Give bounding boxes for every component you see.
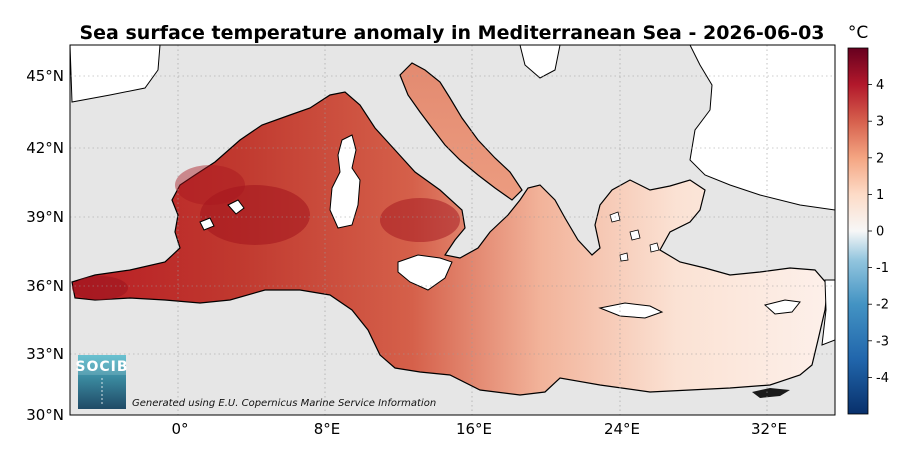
colorbar-tick-label: -2 — [876, 298, 889, 313]
land-levant-coast — [821, 279, 835, 346]
graticule — [70, 45, 835, 415]
socib-logo-text: SOCIB — [75, 359, 128, 375]
colorbar-tick-label: -1 — [876, 261, 889, 276]
lat-tick-label: 30°N — [26, 406, 64, 424]
lat-tick-label: 45°N — [26, 67, 64, 85]
lon-tick-label: 24°E — [604, 420, 640, 438]
land-black-sea-region — [689, 45, 835, 211]
adriatic-sea — [399, 62, 523, 201]
land-east-top — [519, 45, 561, 79]
colorbar-tick-label: 3 — [876, 115, 884, 130]
lon-tick-label: 16°E — [456, 420, 492, 438]
balearic-islands — [199, 199, 245, 231]
lat-tick-label: 42°N — [26, 139, 64, 157]
lon-tick-label: 8°E — [314, 420, 341, 438]
colorbar: °C 4 3 2 1 0 -1 -2 -3 -4 — [847, 23, 889, 415]
nile-delta-dark — [752, 388, 790, 398]
anomaly-patch-lion — [175, 165, 245, 205]
sicily — [397, 254, 453, 291]
corsica-sardinia — [329, 134, 361, 229]
colorbar-unit: °C — [848, 23, 868, 43]
colorbar-tick-label: 4 — [876, 78, 884, 93]
anomaly-patch-balearic — [200, 185, 310, 245]
colorbar-ramp — [847, 47, 869, 415]
socib-logo: SOCIB — [75, 355, 128, 409]
lat-axis: 45°N 42°N 39°N 36°N 33°N 30°N — [26, 67, 64, 424]
lat-tick-label: 33°N — [26, 345, 64, 363]
colorbar-tick-label: -3 — [876, 334, 889, 349]
lat-tick-label: 39°N — [26, 208, 64, 226]
map-frame — [69, 44, 836, 416]
aegean-islands — [609, 211, 660, 262]
colorbar-ticks: 4 3 2 1 0 -1 -2 -3 -4 — [868, 78, 889, 386]
colorbar-tick-label: 1 — [876, 188, 884, 203]
lon-tick-label: 32°E — [751, 420, 787, 438]
anomaly-patch-tyrrhenian — [380, 198, 460, 242]
map-area: SOCIB Generated using E.U. Copernicus Ma… — [70, 45, 835, 415]
colorbar-tick-label: 0 — [876, 225, 884, 240]
lon-tick-label: 0° — [171, 420, 188, 438]
mediterranean-sea — [71, 91, 829, 396]
lon-axis: 0° 8°E 16°E 24°E 32°E — [171, 420, 787, 438]
copernicus-credit: Generated using E.U. Copernicus Marine S… — [132, 398, 436, 409]
chart-title: Sea surface temperature anomaly in Medit… — [79, 22, 824, 44]
cyprus — [763, 299, 801, 315]
land-europe-west — [70, 45, 161, 103]
colorbar-tick-label: 2 — [876, 151, 884, 166]
lat-tick-label: 36°N — [26, 277, 64, 295]
colorbar-tick-label: -4 — [876, 371, 889, 386]
anomaly-patch-alboran — [72, 276, 128, 300]
